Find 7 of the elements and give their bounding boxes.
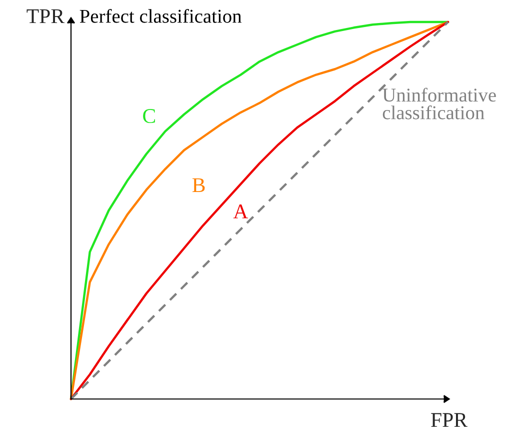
series-label: B [192, 178, 205, 192]
annotation: Perfect classification [80, 8, 242, 23]
x-axis-title: FPR [431, 413, 468, 427]
series-label: A [233, 204, 248, 218]
y-axis-title: TPR [26, 9, 65, 24]
series-label: C [143, 109, 155, 124]
annotation: Uninformative classification [382, 88, 496, 120]
